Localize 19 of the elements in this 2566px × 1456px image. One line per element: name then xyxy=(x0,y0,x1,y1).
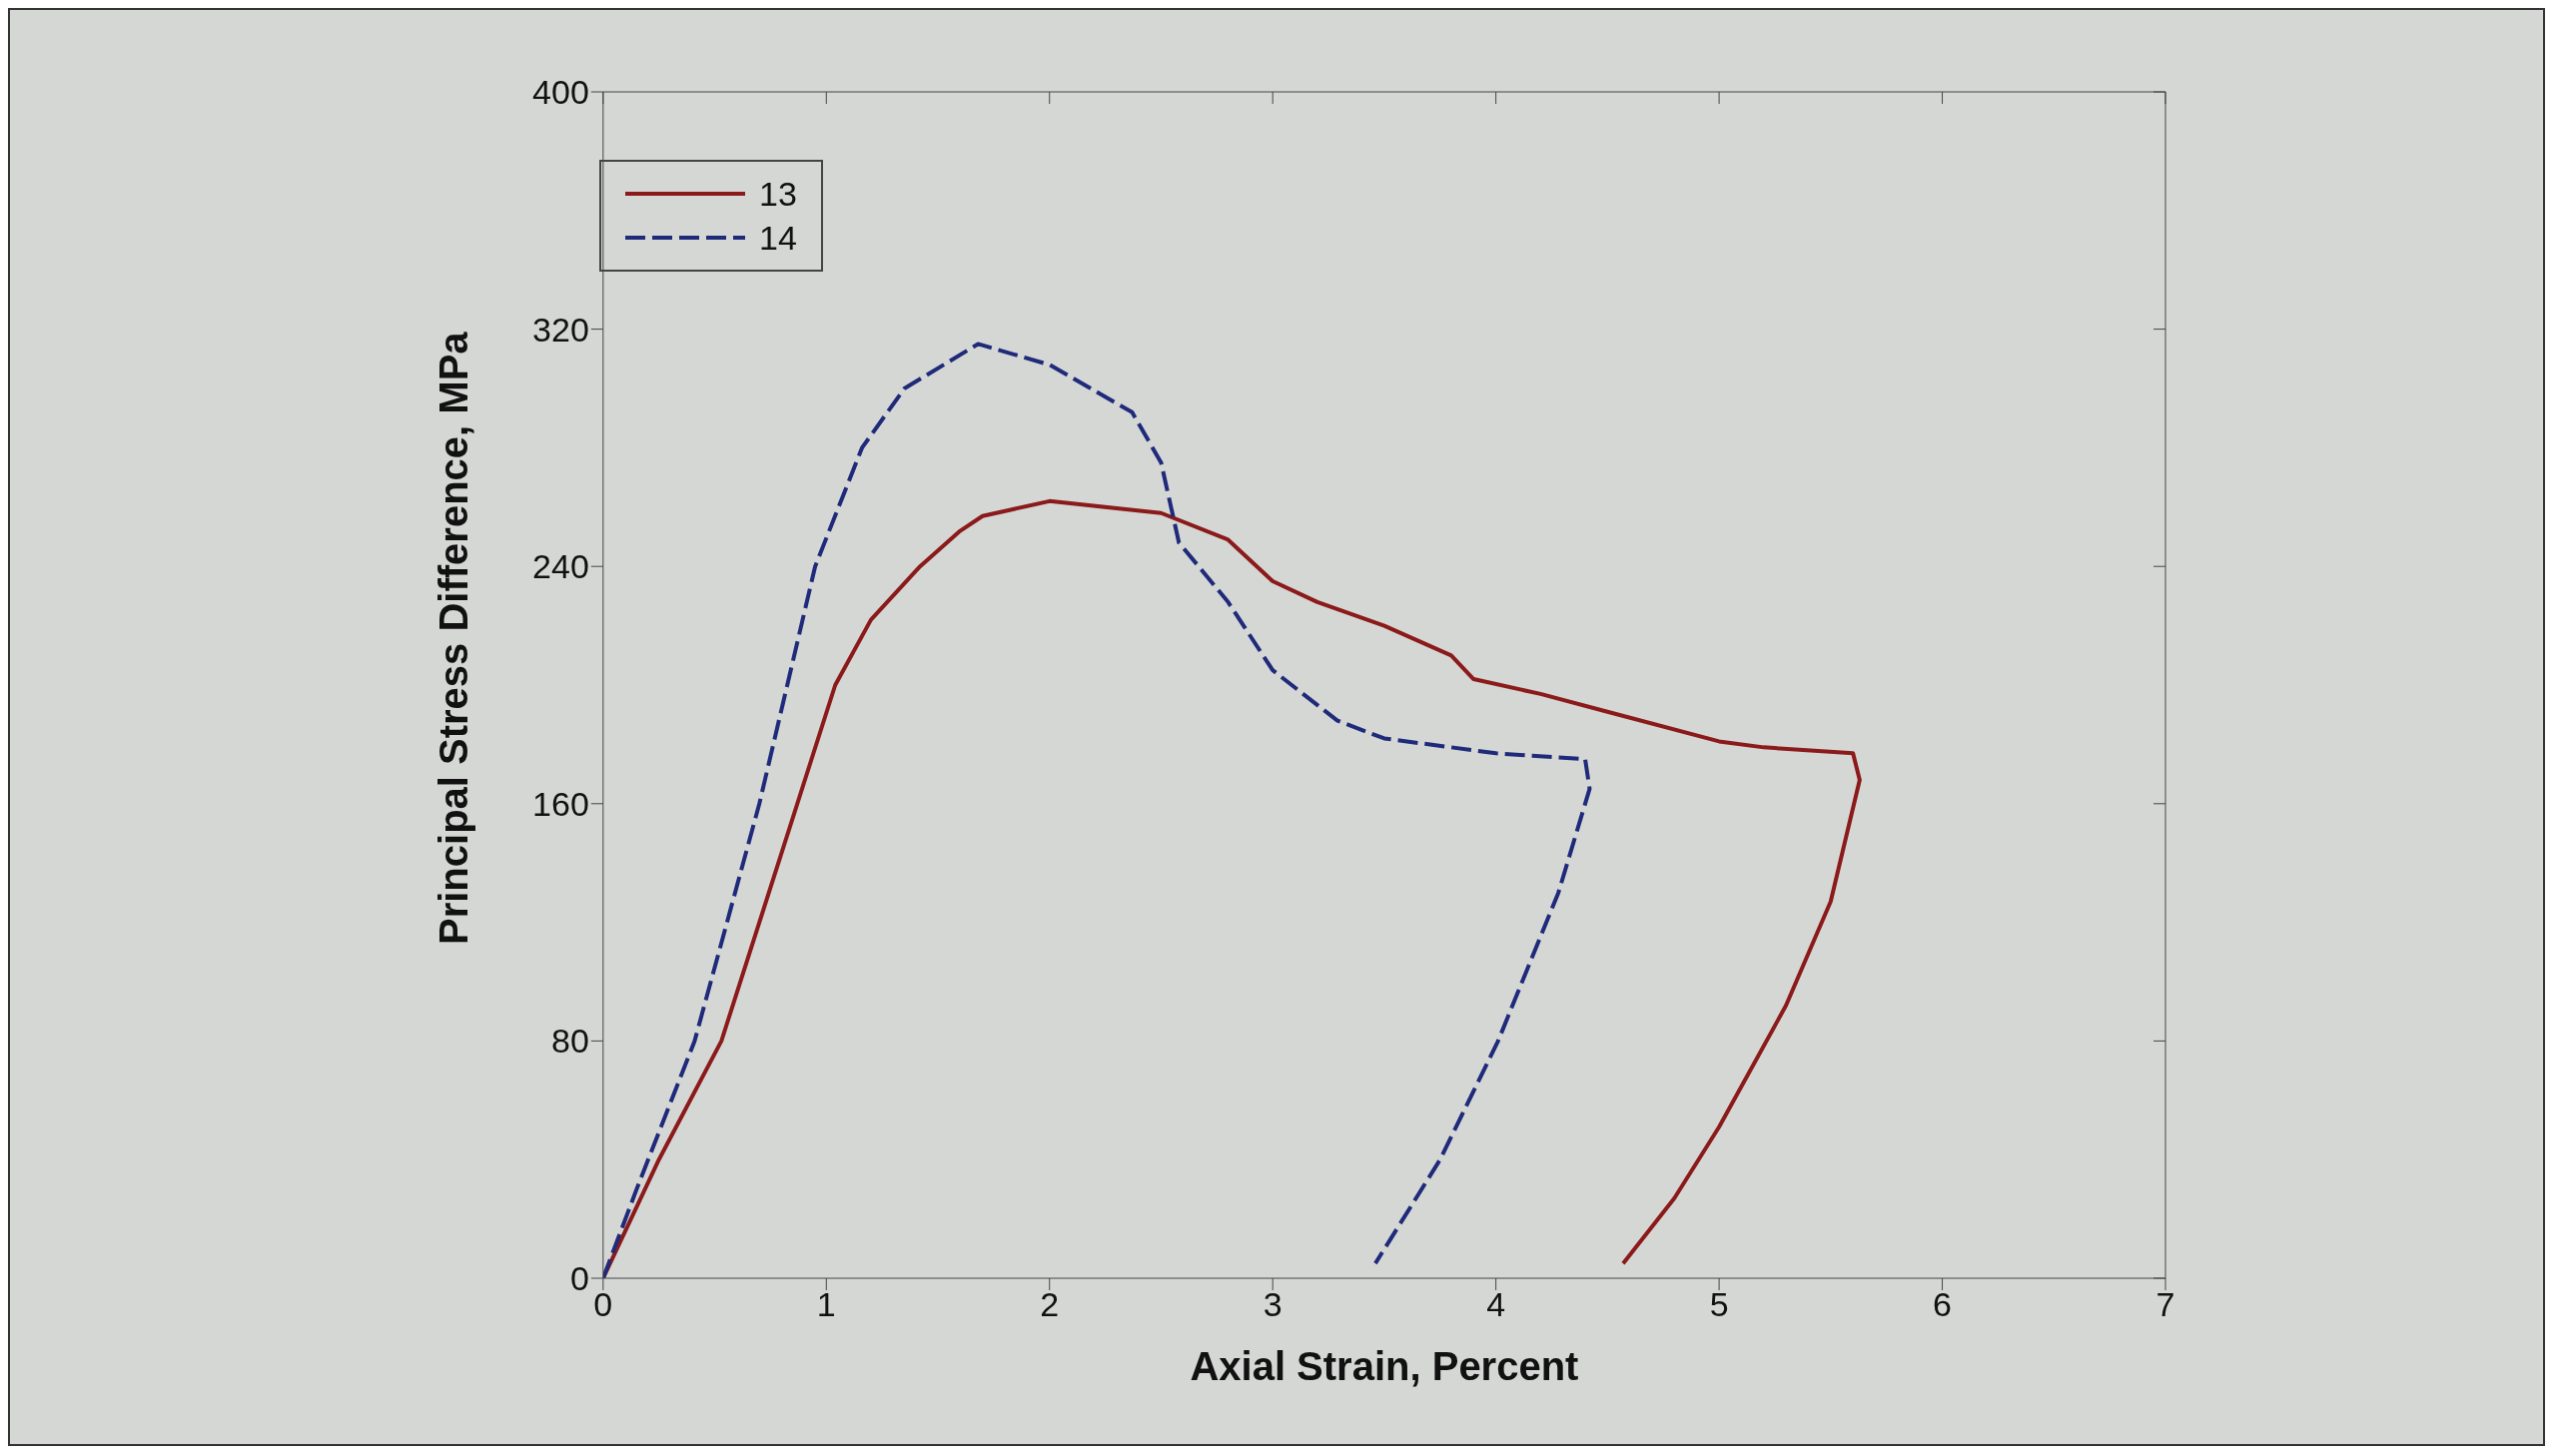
y-tick-label: 240 xyxy=(532,547,589,586)
x-tick-label: 1 xyxy=(816,1285,836,1324)
x-tick-label: 7 xyxy=(2155,1285,2175,1324)
y-tick-label: 160 xyxy=(532,784,589,823)
legend-label: 13 xyxy=(759,174,797,215)
x-tick-label: 5 xyxy=(1709,1285,1729,1324)
y-axis-title: Principal Stress Difference, MPa xyxy=(431,331,476,945)
y-tick-label: 0 xyxy=(569,1259,589,1298)
x-tick-label: 3 xyxy=(1263,1285,1283,1324)
line-series xyxy=(602,342,1592,1278)
x-tick-label: 6 xyxy=(1933,1285,1953,1324)
x-axis-title: Axial Strain, Percent xyxy=(1190,1344,1579,1388)
x-tick-label: 0 xyxy=(593,1285,613,1324)
legend-label: 14 xyxy=(759,218,797,259)
y-tick-label: 320 xyxy=(532,310,589,349)
x-tick-label: 4 xyxy=(1486,1285,1506,1324)
x-tick-label: 2 xyxy=(1040,1285,1060,1324)
y-tick-label: 400 xyxy=(532,73,589,112)
y-tick-label: 80 xyxy=(551,1022,589,1061)
